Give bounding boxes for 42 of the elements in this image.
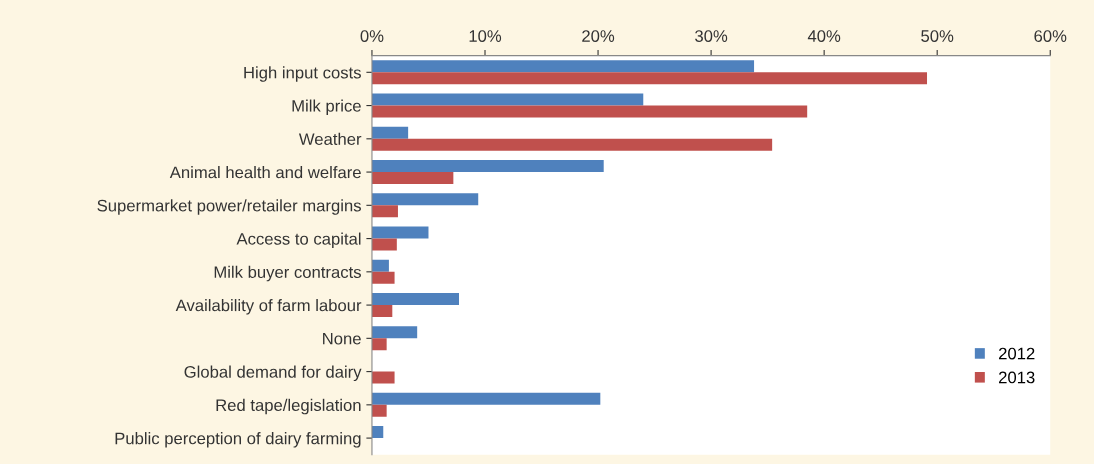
y-tick-label: Public perception of dairy farming <box>115 432 361 448</box>
bar <box>371 72 928 85</box>
x-tick-label: 40% <box>807 30 841 42</box>
bar <box>371 338 387 351</box>
x-tick-label: 50% <box>921 30 954 42</box>
y-tick-label: Availability of farm labour <box>175 299 362 315</box>
bar <box>371 238 397 251</box>
bar <box>371 93 644 106</box>
bar <box>371 226 429 239</box>
bar <box>371 305 393 318</box>
bar <box>371 172 454 185</box>
x-tick-label: 10% <box>469 30 502 42</box>
y-tick-label: Weather <box>298 132 362 146</box>
bar <box>371 160 604 173</box>
x-tick-label: 0% <box>360 30 384 42</box>
y-tick-label: Milk buyer contracts <box>214 265 361 282</box>
y-tick-label: Animal health and welfare <box>169 166 361 179</box>
bar <box>371 404 387 417</box>
y-tick-label: Global demand for dairy <box>184 365 362 382</box>
y-tick-label: High input costs <box>244 66 361 82</box>
bar <box>371 326 418 339</box>
legend-label: 2013 <box>999 371 1035 384</box>
bar <box>371 60 755 73</box>
y-tick-label: Access to capital <box>236 232 361 249</box>
bar <box>371 193 479 206</box>
x-tick-label: 60% <box>1034 30 1067 42</box>
bar <box>371 205 398 218</box>
bar <box>371 271 395 284</box>
bar <box>371 293 460 306</box>
bar <box>371 392 601 405</box>
x-tick-label: 20% <box>582 30 615 42</box>
bar <box>371 259 389 272</box>
legend-label: 2012 <box>999 347 1035 360</box>
x-tick-label: 30% <box>695 30 728 42</box>
y-tick-label: Supermarket power/retailer margins <box>97 199 361 215</box>
y-tick-label: Red tape/legislation <box>216 398 361 415</box>
y-tick-label: None <box>323 332 361 345</box>
bar <box>371 126 409 139</box>
bar <box>371 371 395 384</box>
bar <box>371 138 773 151</box>
y-tick-label: Milk price <box>292 99 361 116</box>
bar <box>371 105 808 118</box>
